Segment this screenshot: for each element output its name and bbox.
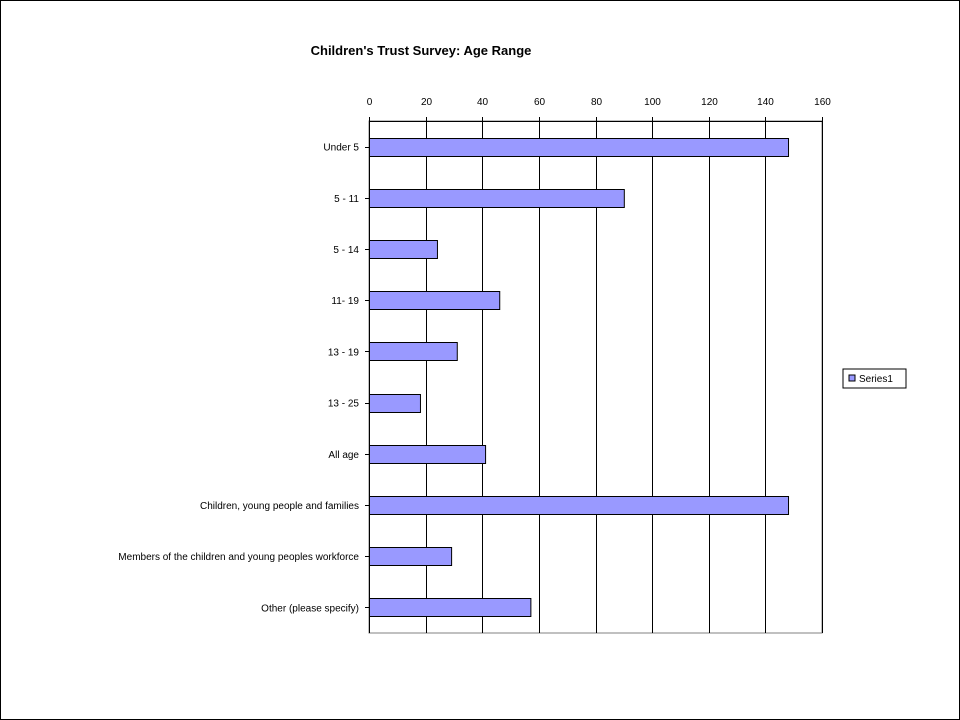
bar bbox=[369, 598, 532, 617]
legend-swatch bbox=[848, 374, 856, 382]
chart-title: Children's Trust Survey: Age Range bbox=[311, 43, 532, 58]
category-label: All age bbox=[328, 450, 359, 461]
bar bbox=[369, 547, 453, 566]
bar bbox=[369, 496, 790, 515]
category-label: Other (please specify) bbox=[261, 603, 359, 614]
category-label: 5 - 14 bbox=[333, 245, 359, 256]
bar bbox=[369, 240, 438, 259]
category-label: Children, young people and families bbox=[200, 501, 359, 512]
bar bbox=[369, 394, 421, 413]
bar bbox=[369, 189, 625, 208]
tick-label: 140 bbox=[757, 97, 774, 108]
tick-label: 0 bbox=[367, 97, 373, 108]
category-label: Members of the children and young people… bbox=[118, 552, 359, 563]
tick-label: 160 bbox=[814, 97, 831, 108]
tick-label: 120 bbox=[701, 97, 718, 108]
category-label: Under 5 bbox=[323, 143, 359, 154]
bar bbox=[369, 445, 487, 464]
tick-label: 60 bbox=[534, 97, 546, 108]
category-label: 13 - 19 bbox=[328, 347, 360, 358]
bar bbox=[369, 342, 458, 361]
tick-label: 100 bbox=[644, 97, 661, 108]
bar bbox=[369, 291, 501, 310]
tick-label: 20 bbox=[421, 97, 433, 108]
category-label: 13 - 25 bbox=[328, 399, 360, 410]
plot-area: 0 20 40 60 80 100 120 140 160 Under 5 5 - 11 5 - 14… bbox=[118, 97, 831, 634]
category-label: 5 - 11 bbox=[334, 194, 359, 205]
legend-box bbox=[842, 368, 907, 389]
category-label: 11- 19 bbox=[331, 296, 359, 307]
bar bbox=[369, 138, 790, 157]
legend-label: Series1 bbox=[859, 374, 893, 385]
tick-label: 40 bbox=[477, 97, 489, 108]
tick-label: 80 bbox=[591, 97, 603, 108]
legend: Series1 bbox=[842, 368, 907, 389]
